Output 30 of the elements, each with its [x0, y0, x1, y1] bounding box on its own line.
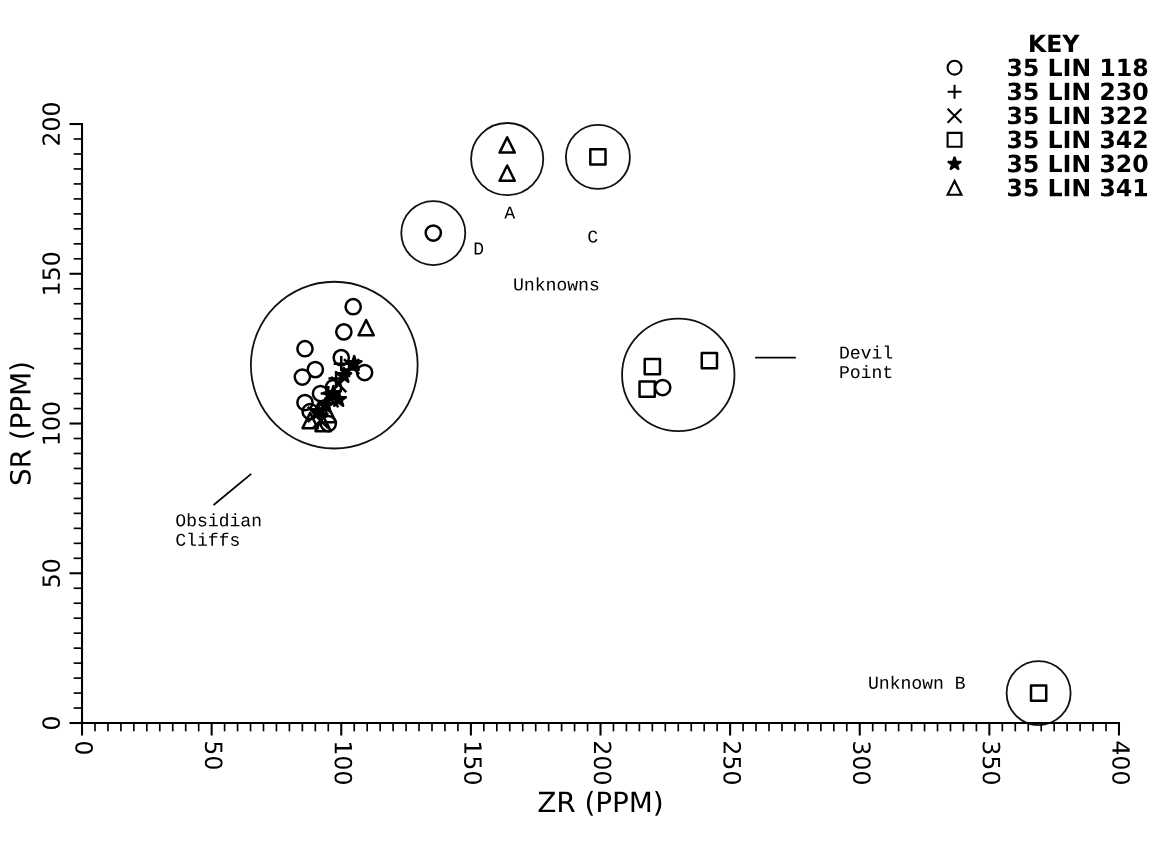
annotation: Unknown B [869, 675, 965, 689]
annotation: D [474, 242, 484, 255]
legend-label: 35 LIN 322 [1008, 106, 1147, 125]
y-tick-label: 50 [42, 559, 61, 587]
x-tick-label: 50 [204, 742, 223, 769]
y-tick-label: 100 [42, 402, 61, 444]
y-tick-label: 0 [42, 717, 61, 729]
annotation: A [504, 206, 516, 219]
y-axis-title: SR (PPM) [9, 363, 35, 485]
legend-title: KEY [1030, 34, 1080, 52]
legend-label: 35 LIN 118 [1008, 58, 1148, 77]
legend-label: 35 LIN 342 [1008, 130, 1147, 149]
legend-label: 35 LIN 341 [1008, 178, 1148, 197]
x-tick-label: 0 [75, 741, 94, 754]
annotation: Obsidian Cliffs [176, 513, 261, 546]
x-tick-label: 400 [1112, 741, 1130, 784]
x-tick-label: 150 [464, 742, 482, 784]
legend-label: 35 LIN 230 [1008, 82, 1148, 101]
x-tick-label: 200 [593, 742, 612, 784]
annotation: C [588, 230, 598, 243]
annotation: Devil Point [840, 345, 893, 379]
x-tick-label: 300 [852, 742, 871, 784]
x-axis-title: ZR (PPM) [538, 791, 662, 816]
x-tick-label: 100 [334, 742, 353, 784]
x-tick-label: 250 [723, 742, 742, 784]
legend-label: 35 LIN 320 [1008, 154, 1148, 173]
annotation: Unknowns [514, 277, 599, 291]
y-tick-label: 200 [42, 103, 61, 145]
x-tick-label: 350 [982, 742, 1001, 784]
y-tick-label: 150 [42, 252, 61, 294]
